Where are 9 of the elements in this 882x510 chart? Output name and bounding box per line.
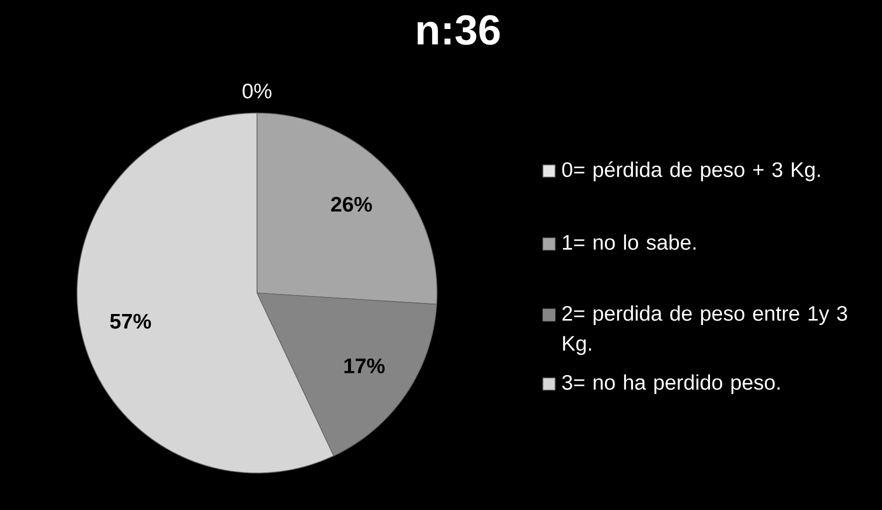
legend-label: 0= pérdida de peso + 3 Kg. [562, 161, 820, 182]
data-label: 26% [331, 196, 372, 212]
data-label: 17% [344, 358, 385, 374]
legend-label: 3= no ha perdido peso. [562, 374, 780, 394]
legend-label: 2= perdida de peso entre 1y 3 Kg. [562, 305, 848, 355]
data-label: 57% [110, 314, 151, 329]
chart-title: n:36 [418, 15, 500, 45]
legend-label: 1= no lo sabe. [563, 234, 696, 250]
text: 0% [242, 84, 272, 98]
